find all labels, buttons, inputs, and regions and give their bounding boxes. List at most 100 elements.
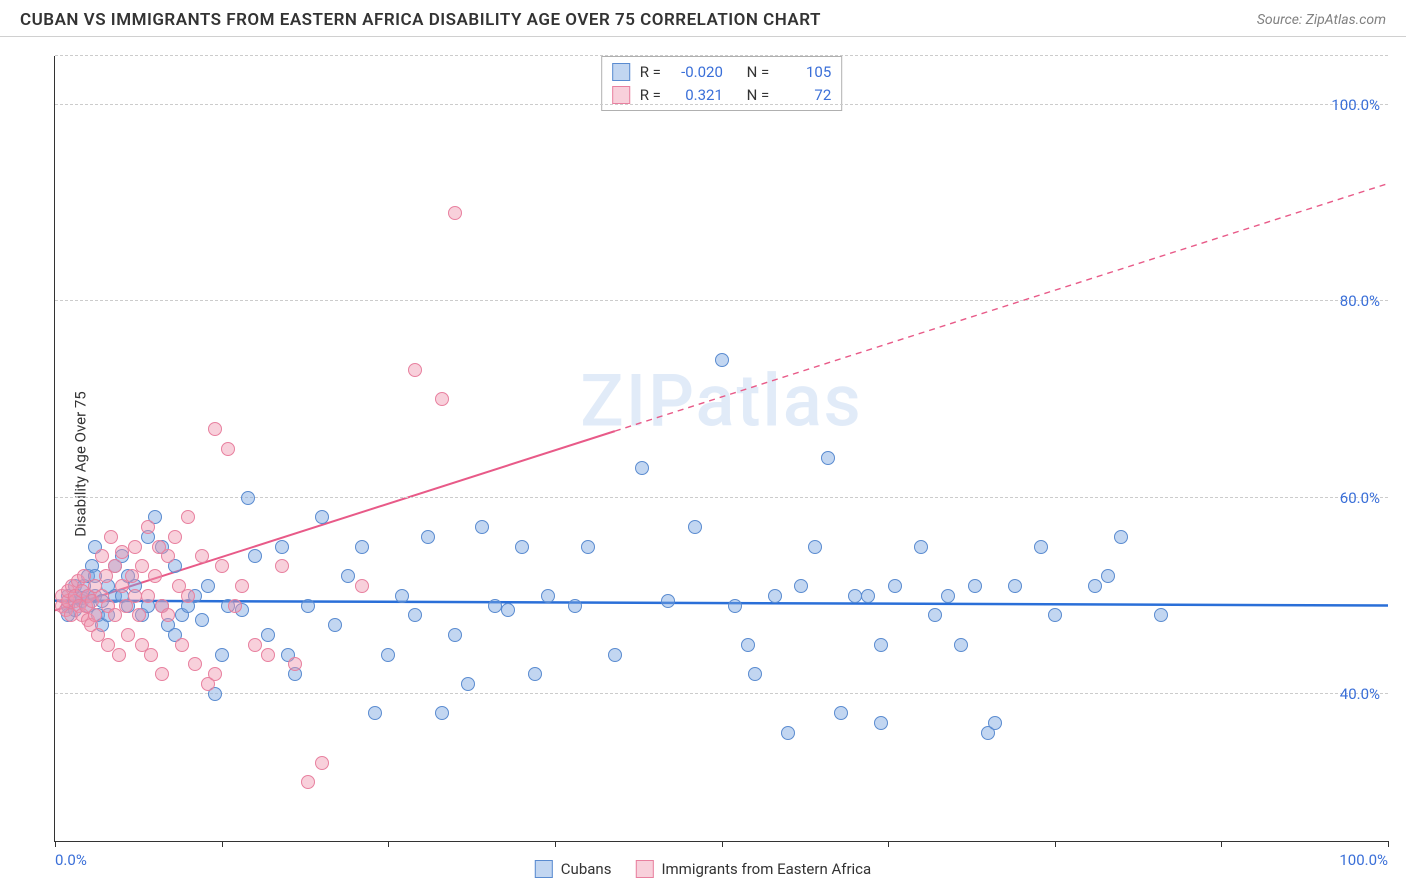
scatter-point	[501, 603, 515, 617]
scatter-point	[848, 589, 862, 603]
scatter-point	[241, 491, 255, 505]
scatter-point	[221, 442, 235, 456]
n-value-pink: 72	[779, 84, 831, 107]
scatter-point	[144, 648, 158, 662]
scatter-point	[608, 648, 622, 662]
scatter-point	[448, 206, 462, 220]
scatter-point	[168, 530, 182, 544]
scatter-point	[408, 608, 422, 622]
ytick-label: 60.0%	[1340, 489, 1380, 507]
scatter-point	[928, 608, 942, 622]
scatter-point	[275, 559, 289, 573]
scatter-point	[968, 579, 982, 593]
xtick	[388, 841, 389, 847]
r-label-pink: R =	[640, 84, 661, 107]
scatter-point	[954, 638, 968, 652]
xtick-label: 0.0%	[55, 851, 87, 869]
scatter-point	[121, 628, 135, 642]
scatter-point	[95, 549, 109, 563]
scatter-point	[161, 608, 175, 622]
ytick-label: 40.0%	[1340, 685, 1380, 703]
scatter-point	[874, 638, 888, 652]
scatter-point	[1034, 540, 1048, 554]
scatter-point	[448, 628, 462, 642]
chart-header: CUBAN VS IMMIGRANTS FROM EASTERN AFRICA …	[0, 0, 1406, 37]
scatter-point	[748, 667, 762, 681]
scatter-point	[874, 716, 888, 730]
chart-area: Disability Age Over 75 ZIPatlas R = -0.0…	[18, 46, 1388, 882]
scatter-point	[461, 677, 475, 691]
source-attribution: Source: ZipAtlas.com	[1257, 12, 1386, 28]
r-value-pink: 0.321	[671, 84, 723, 107]
scatter-point	[328, 618, 342, 632]
scatter-point	[355, 579, 369, 593]
xtick	[555, 841, 556, 847]
scatter-point	[1154, 608, 1168, 622]
scatter-point	[541, 589, 555, 603]
scatter-point	[988, 716, 1002, 730]
chart-title: CUBAN VS IMMIGRANTS FROM EASTERN AFRICA …	[20, 10, 821, 30]
scatter-point	[1088, 579, 1102, 593]
scatter-point	[635, 461, 649, 475]
legend-swatch-blue-icon	[535, 860, 553, 878]
scatter-point	[315, 756, 329, 770]
xtick	[1388, 841, 1389, 847]
scatter-point	[261, 628, 275, 642]
scatter-point	[661, 594, 675, 608]
scatter-point	[135, 559, 149, 573]
scatter-point	[408, 363, 422, 377]
scatter-point	[421, 530, 435, 544]
scatter-point	[88, 608, 102, 622]
scatter-point	[288, 657, 302, 671]
scatter-point	[195, 549, 209, 563]
scatter-point	[888, 579, 902, 593]
ytick-label: 80.0%	[1340, 292, 1380, 310]
scatter-point	[368, 706, 382, 720]
swatch-blue-icon	[612, 63, 630, 81]
gridline	[55, 104, 1388, 105]
r-label-blue: R =	[640, 61, 661, 84]
scatter-point	[475, 520, 489, 534]
scatter-point	[148, 569, 162, 583]
ytick-label: 100.0%	[1331, 96, 1380, 114]
scatter-point	[515, 540, 529, 554]
scatter-point	[488, 599, 502, 613]
scatter-point	[741, 638, 755, 652]
scatter-point	[821, 451, 835, 465]
scatter-point	[581, 540, 595, 554]
scatter-point	[188, 657, 202, 671]
n-label-blue: N =	[747, 61, 770, 84]
scatter-point	[1114, 530, 1128, 544]
xtick	[222, 841, 223, 847]
scatter-point	[215, 648, 229, 662]
scatter-point	[248, 638, 262, 652]
scatter-point	[834, 706, 848, 720]
scatter-point	[568, 599, 582, 613]
scatter-point	[861, 589, 875, 603]
scatter-point	[301, 775, 315, 789]
scatter-point	[115, 545, 129, 559]
gridline	[55, 693, 1388, 694]
scatter-point	[132, 608, 146, 622]
xtick	[55, 841, 56, 847]
scatter-point	[1101, 569, 1115, 583]
scatter-point	[201, 579, 215, 593]
scatter-point	[315, 510, 329, 524]
scatter-point	[794, 579, 808, 593]
stats-legend: R = -0.020 N = 105 R = 0.321 N = 72	[601, 56, 843, 111]
scatter-point	[395, 589, 409, 603]
scatter-point	[1048, 608, 1062, 622]
series-legend: Cubans Immigrants from Eastern Africa	[535, 860, 871, 878]
stats-row-blue: R = -0.020 N = 105	[612, 61, 832, 84]
scatter-point	[141, 589, 155, 603]
xtick	[722, 841, 723, 847]
scatter-point	[108, 559, 122, 573]
n-label-pink: N =	[747, 84, 770, 107]
scatter-point	[808, 540, 822, 554]
scatter-point	[768, 589, 782, 603]
scatter-point	[175, 638, 189, 652]
scatter-point	[1008, 579, 1022, 593]
scatter-point	[275, 540, 289, 554]
scatter-point	[914, 540, 928, 554]
trend-lines	[55, 56, 1388, 841]
